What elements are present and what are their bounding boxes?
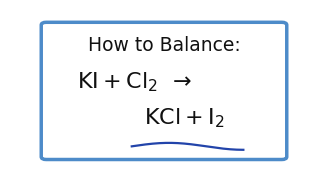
Text: $\mathrm{KCl + I_2}$: $\mathrm{KCl + I_2}$ xyxy=(144,107,225,130)
Text: How to Balance:: How to Balance: xyxy=(88,36,240,55)
Text: $\mathrm{KI + Cl_2}$  →: $\mathrm{KI + Cl_2}$ → xyxy=(77,71,192,94)
FancyBboxPatch shape xyxy=(41,22,287,159)
